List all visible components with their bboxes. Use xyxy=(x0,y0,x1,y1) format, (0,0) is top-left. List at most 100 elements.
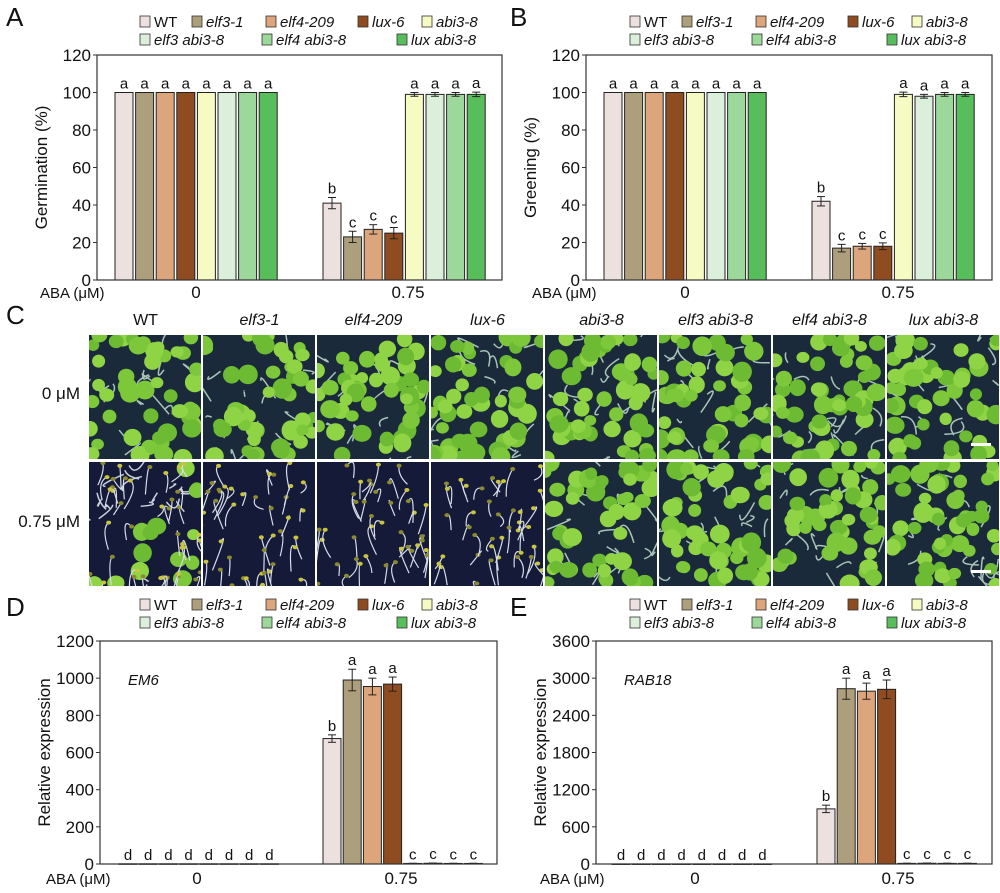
seedling-photo-image xyxy=(433,464,543,586)
significance-letter: a xyxy=(202,76,211,93)
legend-swatch xyxy=(261,33,273,46)
seedling-photo-image xyxy=(545,335,657,459)
seedling-photo-image xyxy=(203,335,315,459)
bar xyxy=(856,690,876,865)
significance-letter: d xyxy=(124,847,132,864)
significance-letter: a xyxy=(899,75,908,92)
significance-letter: d xyxy=(144,847,152,864)
significance-letter: d xyxy=(205,847,213,864)
x-category-label: 0 xyxy=(191,283,200,302)
legend-label: elf3-1 xyxy=(206,14,244,31)
legend-swatch xyxy=(396,616,408,629)
legend-swatch xyxy=(139,15,151,28)
seedling-photo-image xyxy=(317,335,429,459)
seedling-photo-image xyxy=(203,462,308,586)
significance-letter: c xyxy=(449,846,457,863)
significance-letter: a xyxy=(451,76,460,93)
seedling-photo-image xyxy=(89,462,201,586)
seedling-photo xyxy=(659,335,771,459)
y-tick-label: 3600 xyxy=(552,632,590,651)
scale-bar xyxy=(970,443,991,446)
legend-swatch xyxy=(847,15,859,28)
legend-label: lux-6 xyxy=(862,597,895,614)
seedling-photo-image xyxy=(887,462,999,586)
plot-frame xyxy=(99,640,498,865)
plot-frame xyxy=(595,640,993,865)
significance-letter: c xyxy=(923,846,931,863)
y-axis-label: Germination (%) xyxy=(32,106,51,230)
photo-column-label: lux abi3-8 xyxy=(908,312,979,329)
significance-letter: a xyxy=(182,76,191,93)
seedling-photo-image xyxy=(659,335,771,459)
x-category-label: 0.75 xyxy=(881,283,914,302)
x-axis-prefix: ABA (μM) xyxy=(540,871,604,888)
legend-swatch xyxy=(681,598,693,611)
legend-label: lux abi3-8 xyxy=(411,615,477,632)
panel-letter-a: A xyxy=(6,2,24,32)
seedling-photo xyxy=(89,462,201,586)
significance-letter: d xyxy=(738,847,746,864)
y-tick-label: 200 xyxy=(66,818,94,837)
legend-swatch xyxy=(357,15,369,28)
photo-row-label-0: 0 μM xyxy=(41,384,80,403)
legend-label: elf4 abi3-8 xyxy=(766,615,837,632)
legend-swatch xyxy=(629,15,641,28)
y-tick-label: 1200 xyxy=(552,781,590,800)
legend-label: elf4-209 xyxy=(280,14,335,31)
y-tick-label: 20 xyxy=(561,234,580,253)
legend-swatch xyxy=(629,33,641,46)
significance-letter: a xyxy=(161,76,170,93)
significance-letter: a xyxy=(712,76,721,93)
legend-swatch xyxy=(629,598,641,611)
seedling-photo-image xyxy=(773,462,885,586)
legend-label: abi3-8 xyxy=(926,14,968,31)
panel-letter-e: E xyxy=(510,592,528,622)
legend-swatch xyxy=(421,598,433,611)
significance-letter: c xyxy=(429,846,437,863)
significance-letter: c xyxy=(838,227,846,244)
significance-letter: c xyxy=(903,846,911,863)
seedling-photo xyxy=(773,335,885,459)
y-tick-label: 80 xyxy=(561,121,580,140)
legend-label: elf3-1 xyxy=(206,597,244,614)
significance-letter: c xyxy=(470,846,478,863)
significance-letter: c xyxy=(349,214,357,231)
significance-letter: d xyxy=(718,847,726,864)
significance-letter: a xyxy=(472,75,481,92)
seedling-photo xyxy=(203,462,315,586)
significance-letter: a xyxy=(920,77,929,94)
bar xyxy=(877,688,897,865)
seedling-photo-image xyxy=(887,335,999,459)
seedling-photo-image xyxy=(659,462,771,586)
legend-label: elf4-209 xyxy=(280,597,335,614)
legend-label: elf3 abi3-8 xyxy=(644,32,715,49)
y-tick-label: 120 xyxy=(63,46,91,65)
plot-frame xyxy=(96,54,503,281)
legend-swatch xyxy=(911,15,923,28)
legend-label: elf4 abi3-8 xyxy=(276,615,347,632)
y-tick-label: 600 xyxy=(562,818,590,837)
y-tick-label: 100 xyxy=(63,84,91,103)
legend-swatch xyxy=(847,598,859,611)
legend: WT elf3-1 elf4-209 lux-6 abi3-8 elf3 abi3-8 el… xyxy=(139,14,478,49)
y-tick-label: 1200 xyxy=(56,632,94,651)
legend-swatch xyxy=(191,15,203,28)
legend-swatch xyxy=(139,598,151,611)
legend-swatch xyxy=(265,598,277,611)
scale-bar xyxy=(970,570,991,573)
seedling-photo-grid xyxy=(89,335,999,587)
legend-label: lux abi3-8 xyxy=(901,615,967,632)
significance-letter: b xyxy=(328,181,336,198)
y-tick-label: 80 xyxy=(72,121,91,140)
x-category-label: 0.75 xyxy=(384,869,417,888)
significance-letter: b xyxy=(822,788,830,805)
significance-letter: d xyxy=(225,847,233,864)
significance-letter: c xyxy=(943,846,951,863)
panel-letter-b: B xyxy=(510,2,528,32)
photo-column-label: elf4 abi3-8 xyxy=(792,312,867,329)
legend-label: elf3-1 xyxy=(696,14,734,31)
gene-label: RAB18 xyxy=(624,672,672,689)
x-category-label: 0 xyxy=(192,869,201,888)
